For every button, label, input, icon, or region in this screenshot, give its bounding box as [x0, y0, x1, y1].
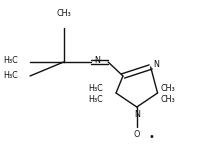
Text: CH₃: CH₃ — [160, 95, 175, 105]
Text: H₃C: H₃C — [4, 71, 18, 81]
Text: O: O — [134, 130, 140, 139]
Text: N: N — [154, 59, 159, 69]
Text: N: N — [134, 110, 140, 119]
Text: CH₃: CH₃ — [160, 83, 175, 93]
Text: H₃C: H₃C — [4, 55, 18, 65]
Text: N: N — [94, 55, 100, 65]
Text: CH₃: CH₃ — [56, 9, 71, 18]
Text: •: • — [149, 132, 154, 142]
Text: H₃C: H₃C — [88, 83, 103, 93]
Text: H₃C: H₃C — [88, 95, 103, 105]
